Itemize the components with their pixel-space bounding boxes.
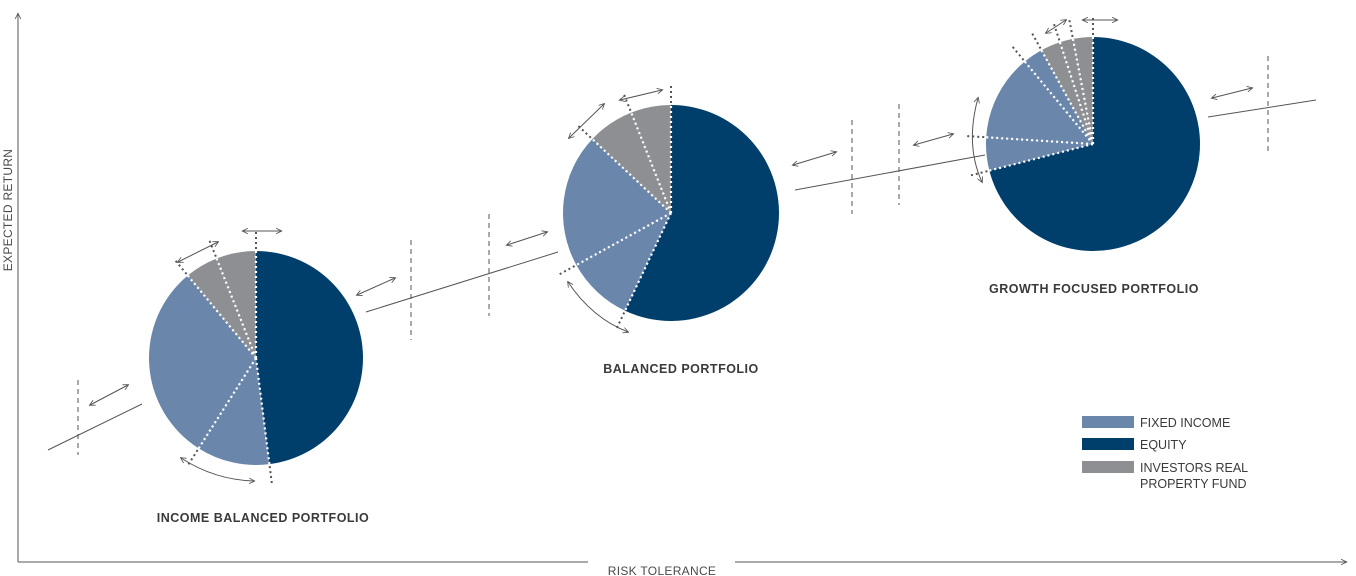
legend-label-real-property-line1: INVESTORS REAL — [1140, 461, 1248, 475]
range-arrow — [914, 134, 953, 145]
legend-label-fixed-income: FIXED INCOME — [1140, 416, 1230, 430]
range-arrow — [1212, 88, 1252, 98]
allocation-range-arrow — [178, 242, 218, 262]
allocation-range-arrow — [971, 98, 982, 182]
pie-slice-fixed-income — [198, 358, 270, 465]
slice-divider — [581, 128, 672, 214]
trend-lines — [47, 99, 1317, 451]
allocation-range-arrow — [569, 104, 604, 138]
slice-divider-outer — [1010, 43, 1025, 61]
trend-segment-4 — [1207, 99, 1317, 118]
slice-divider — [1069, 24, 1095, 145]
legend-label-equity: EQUITY — [1140, 438, 1187, 452]
pie-slice-fixed-income — [1024, 50, 1093, 144]
slice-divider — [975, 142, 1094, 176]
slice-divider-outer — [967, 170, 988, 178]
pie-slice-real-property — [592, 112, 671, 213]
slice-divider — [1033, 37, 1094, 145]
legend-swatch-equity — [1082, 438, 1134, 450]
portfolio-label: INCOME BALANCED PORTFOLIO — [157, 511, 370, 525]
slice-divider — [190, 357, 257, 461]
slice-divider — [972, 135, 1094, 146]
slice-divider — [625, 99, 673, 214]
slice-divider — [254, 357, 273, 479]
pie-slice-fixed-income — [986, 61, 1093, 144]
pie-slice-real-property — [187, 258, 256, 358]
pie-balanced-portfolio: BALANCED PORTFOLIO — [556, 83, 779, 376]
allocation-range-arrow — [620, 90, 662, 100]
pie-slice-equity — [256, 251, 364, 465]
pie-slice-fixed-income — [149, 275, 256, 449]
legend-swatch-fixed-income — [1082, 416, 1134, 428]
range-arrow — [507, 232, 547, 245]
slice-divider-outer — [575, 123, 592, 139]
slice-divider-outer — [1029, 30, 1042, 49]
legend-swatch-real-property — [1082, 461, 1134, 473]
y-axis-label: EXPECTED RETURN — [1, 149, 15, 272]
range-arrows — [90, 88, 1252, 405]
slice-divider — [1015, 50, 1094, 145]
pie-slice-fixed-income — [985, 137, 1093, 171]
dashed-markers — [77, 56, 1269, 455]
pie-slice-real-property — [1041, 42, 1093, 144]
range-arrow — [793, 152, 836, 165]
slice-divider — [178, 264, 257, 359]
slice-divider — [563, 212, 672, 273]
slice-divider-outer — [1067, 17, 1074, 38]
x-axis-label: RISK TOLERANCE — [608, 564, 716, 576]
allocation-range-arrow — [568, 282, 628, 332]
legend: FIXED INCOME EQUITY INVESTORS REAL PROPE… — [1082, 416, 1248, 491]
trend-segment-1 — [47, 403, 143, 451]
slice-divider-outer — [173, 257, 188, 275]
range-arrow — [357, 278, 395, 295]
trend-segment-2 — [365, 251, 559, 313]
pie-slice-equity — [625, 105, 779, 321]
slice-divider — [210, 245, 258, 359]
range-arrow — [90, 385, 128, 405]
pie-growth-focused-portfolio: GROWTH FOCUSED PORTFOLIO — [964, 15, 1201, 296]
portfolio-label: GROWTH FOCUSED PORTFOLIO — [989, 282, 1199, 296]
pie-slice-fixed-income — [563, 139, 671, 266]
pie-slice-real-property — [631, 105, 671, 213]
slice-divider-outer — [268, 466, 274, 487]
allocation-range-arrow — [1046, 20, 1066, 33]
portfolio-label: BALANCED PORTFOLIO — [603, 362, 759, 376]
pie-slice-real-property — [216, 251, 256, 358]
pie-income-balanced-portfolio: INCOME BALANCED PORTFOLIO — [149, 229, 369, 525]
legend-label-real-property-line2: PROPERTY FUND — [1140, 477, 1247, 491]
slice-divider-outer — [556, 265, 576, 277]
slice-divider — [1054, 28, 1095, 145]
pie-slice-equity — [989, 37, 1201, 251]
slice-divider-outer — [614, 312, 626, 332]
trend-segment-3 — [794, 154, 986, 191]
allocation-range-arrow — [181, 458, 254, 481]
pie-charts: INCOME BALANCED PORTFOLIO BALANCED PORTFO… — [149, 15, 1201, 525]
slice-divider-outer — [964, 134, 985, 139]
